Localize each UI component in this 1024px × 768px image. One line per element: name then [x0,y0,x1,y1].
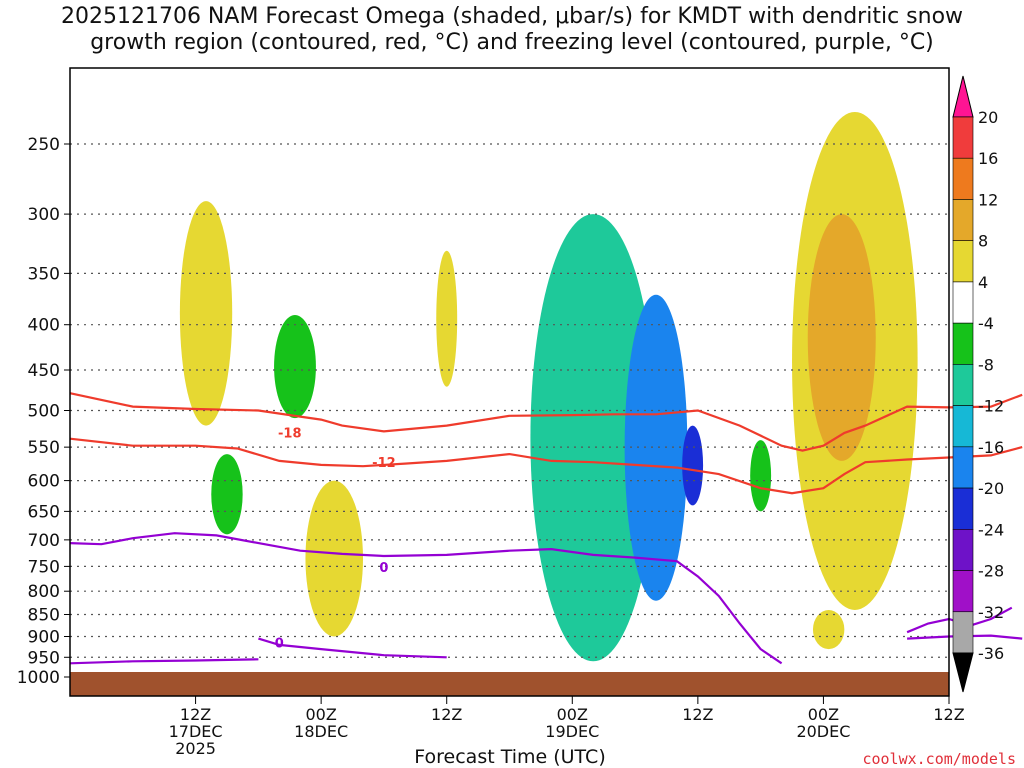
omega-region-sinking-max [682,425,704,506]
y-tick-label: 550 [28,438,60,458]
x-tick-year: 2025 [175,739,216,758]
colorbar-label: -32 [978,603,1004,622]
y-tick-label: 750 [28,557,60,577]
omega-region-rising-4 [436,250,458,387]
y-tick-label: 450 [28,361,60,381]
colorbar: 20 16 12 8 4 -4 -8 -12 -16 -20 -24 -28 -32 -36 [952,75,1004,693]
y-tick-label: 350 [28,264,60,284]
colorbar-swatch [952,487,974,530]
x-tick-label: 00Z [305,705,336,724]
chart-title-line1: 2025121706 NAM Forecast Omega (shaded, μ… [60,4,964,29]
colorbar-label: -28 [978,562,1004,581]
y-tick-label: 1000 [17,668,60,688]
omega-region-sinking-1 [274,314,316,419]
source-credit[interactable]: coolwx.com/models [862,750,1016,768]
colorbar-label: 8 [978,232,988,251]
omega-shading [179,111,918,662]
contour-line [69,532,783,665]
omega-region-rising-2 [305,480,363,637]
colorbar-swatch [952,157,974,200]
colorbar-bottom-arrow [952,652,974,693]
colorbar-label: -24 [978,520,1004,539]
contour-line [69,392,1023,452]
chart-title-line2: growth region (contoured, red, °C) and f… [90,30,934,55]
contour-label: -12 [372,456,396,471]
x-tick-label: 12Z [682,705,713,724]
colorbar-label: 16 [978,149,998,168]
colorbar-label: -20 [978,479,1004,498]
y-tick-label: 250 [28,135,60,155]
colorbar-label: -8 [978,355,994,374]
y-tick-label: 500 [28,402,60,422]
x-tick-date: 18DEC [294,722,348,741]
colorbar-label: 12 [978,190,998,209]
colorbar-label: -12 [978,397,1004,416]
y-tick-label: 950 [28,648,60,668]
y-tick-label: 800 [28,582,60,602]
contour-label: -18 [278,427,302,442]
y-tick-label: 650 [28,502,60,522]
contour-label: 0 [379,561,388,576]
colorbar-swatch [952,446,974,489]
y-tick-label: 850 [28,606,60,626]
contour-line [69,437,1023,495]
y-tick-label: 600 [28,472,60,492]
colorbar-swatch [952,405,974,448]
y-tick-label: 400 [28,316,60,336]
colorbar-swatch [952,240,974,283]
y-axis-ticks: 2503003504004505005506006507007508008509… [17,135,70,688]
x-tick-label: 12Z [180,705,211,724]
x-tick-date: 19DEC [545,722,599,741]
colorbar-label: 4 [978,273,988,292]
omega-region-rising-8 [812,609,845,650]
y-tick-label: 300 [28,205,60,225]
x-tick-label: 12Z [933,705,964,724]
x-tick-label: 00Z [557,705,588,724]
x-tick-label: 12Z [431,705,462,724]
colorbar-swatch [952,199,974,241]
colorbar-top-arrow [952,75,974,118]
colorbar-swatch [952,611,974,654]
colorbar-swatch [952,116,974,159]
colorbar-swatch [952,529,974,571]
colorbar-swatch [952,281,974,324]
omega-region-rising-0 [179,201,233,426]
plot-frame [69,67,950,697]
omega-region-sinking-core [624,294,688,601]
contour-line [258,637,447,659]
colorbar-label: 20 [978,108,998,127]
temperature-contours: -18 -12 0 0 [69,392,1023,665]
y-tick-label: 900 [28,627,60,647]
x-tick-label: 00Z [808,705,839,724]
contour-line [69,658,259,665]
x-axis-label: Forecast Time (UTC) [414,746,606,768]
x-tick-date: 20DEC [796,722,850,741]
omega-region-sinking-7 [750,440,772,512]
omega-region-rising-peak [807,214,876,461]
colorbar-swatch [952,322,974,365]
colorbar-label: -16 [978,438,1004,457]
contour-label: 0 [275,637,284,652]
colorbar-swatch [952,364,974,406]
omega-region-sinking-3 [211,454,243,535]
y-tick-label: 700 [28,531,60,551]
colorbar-label: -36 [978,644,1004,663]
colorbar-label: -4 [978,314,994,333]
x-tick-date: 17DEC [169,722,223,741]
ground-terrain [70,672,949,696]
colorbar-swatch [952,570,974,613]
